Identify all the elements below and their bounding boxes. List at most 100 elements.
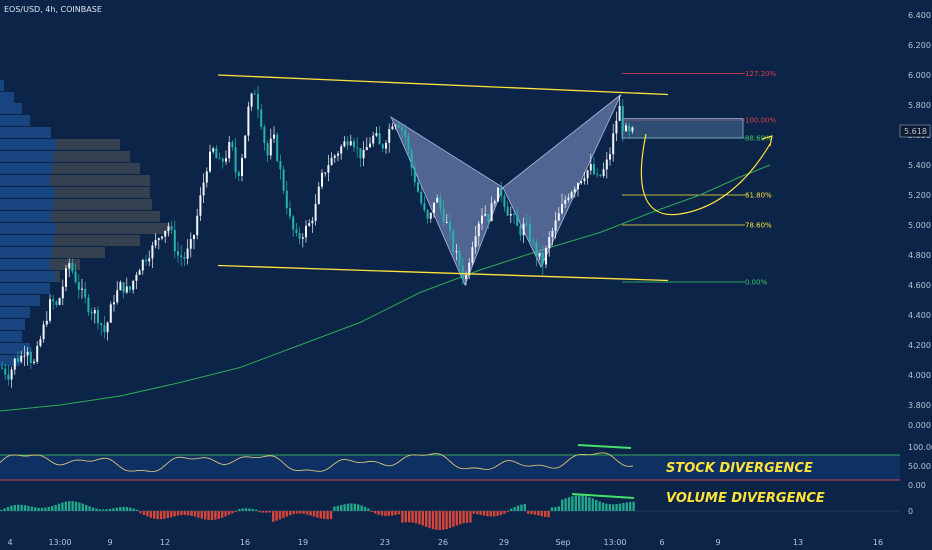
volume-bar [214,511,217,520]
time-tick-label: Sep [555,538,570,547]
candle-body [129,286,131,290]
candle-body [282,169,285,191]
volume-bar [285,511,288,517]
time-tick-label: 19 [298,538,308,547]
volume-bar [513,506,516,511]
volume-bar [61,502,64,511]
volume-bar [357,504,360,511]
volume-bar [506,511,509,513]
candle-body [359,148,362,159]
candle-body [170,226,173,230]
candle-body [167,226,170,231]
candle-body [593,164,595,174]
candle-body [362,150,365,159]
candle-body [407,136,410,150]
candle-body [519,226,522,236]
time-tick-label: 13:00 [603,538,626,547]
volume-profile-bar [50,175,150,186]
volume-profile-bar [0,271,55,282]
volume-bar [401,511,404,523]
volume-bar [231,511,234,514]
volume-bar [567,497,571,511]
chart-title: EOS/USD, 4h, COINBASE [4,5,102,14]
candle-body [61,286,64,299]
volume-bar [360,505,363,511]
candle-body [106,322,109,333]
candle-body [596,173,599,175]
volume-bar [428,511,431,529]
volume-bar [95,508,98,511]
volume-bar [71,501,74,511]
channel-upper-line [217,74,669,96]
candle-body [164,230,167,237]
price-tick-label: 6.200 [908,41,931,50]
volume-bar [397,511,401,515]
volume-profile-bar [56,223,170,234]
candle-body [189,239,192,249]
candle-body [433,202,435,213]
candle-body [573,189,576,193]
candle-body [17,358,19,362]
volume-profile-bar [0,331,22,342]
volume-bar [442,511,445,530]
candle-body [404,130,407,137]
candle-body [410,149,413,168]
volume-bar [251,509,254,511]
volume-profile-bar [0,235,54,246]
candle-body [161,236,163,239]
candle-body [484,213,487,216]
stock-divergence-label: STOCK DIVERGENCE [666,461,813,476]
price-tick-label: 4.200 [908,341,931,350]
volume-bar [499,511,503,515]
volume-profile-bar [0,211,51,222]
candle-body [570,192,573,198]
projection-arrow-head [761,135,773,147]
volume-profile-bar [0,223,56,234]
candle-body [119,282,122,291]
candle-body [81,288,83,290]
volume-bar [20,504,23,511]
candle-body [468,262,471,276]
candle-body [308,223,311,226]
volume-bar [234,511,237,513]
candle-body [458,251,461,266]
candle-body [628,125,631,132]
volume-bar [448,511,452,529]
candle-body [612,133,615,155]
fib-level-label: 78.60% [745,222,772,230]
volume-bar [40,507,44,511]
candle-body [269,138,272,156]
candle-body [548,237,551,249]
volume-bar [227,511,231,515]
fib-level-label: 100.00% [745,117,776,125]
volume-bar [3,508,6,511]
volume-bar [85,504,88,511]
candle-body [215,148,218,159]
volume-profile-bar [51,211,160,222]
candle-body [250,93,253,107]
volume-bar [57,503,61,511]
volume-bar [312,511,316,517]
candle-body [397,125,400,128]
candle-body [439,197,442,209]
candle-body [356,147,359,149]
candle-body [49,299,51,321]
volume-bar [346,503,350,511]
price-tick-label: 5.200 [908,191,931,200]
candle-body [529,223,531,242]
fib-level-label: 61.80% [745,192,772,200]
volume-bar [530,511,533,515]
volume-tick-0: 0 [908,507,913,516]
candle-body [461,265,464,279]
candle-body [631,127,634,132]
candle-body [535,241,538,257]
volume-bar [486,511,489,517]
volume-bar [275,511,278,521]
volume-bar [282,511,285,518]
volume-bar [581,495,584,511]
candle-body [289,208,291,217]
candle-body [247,106,250,136]
volume-bar [166,511,169,519]
candle-body [42,324,45,340]
